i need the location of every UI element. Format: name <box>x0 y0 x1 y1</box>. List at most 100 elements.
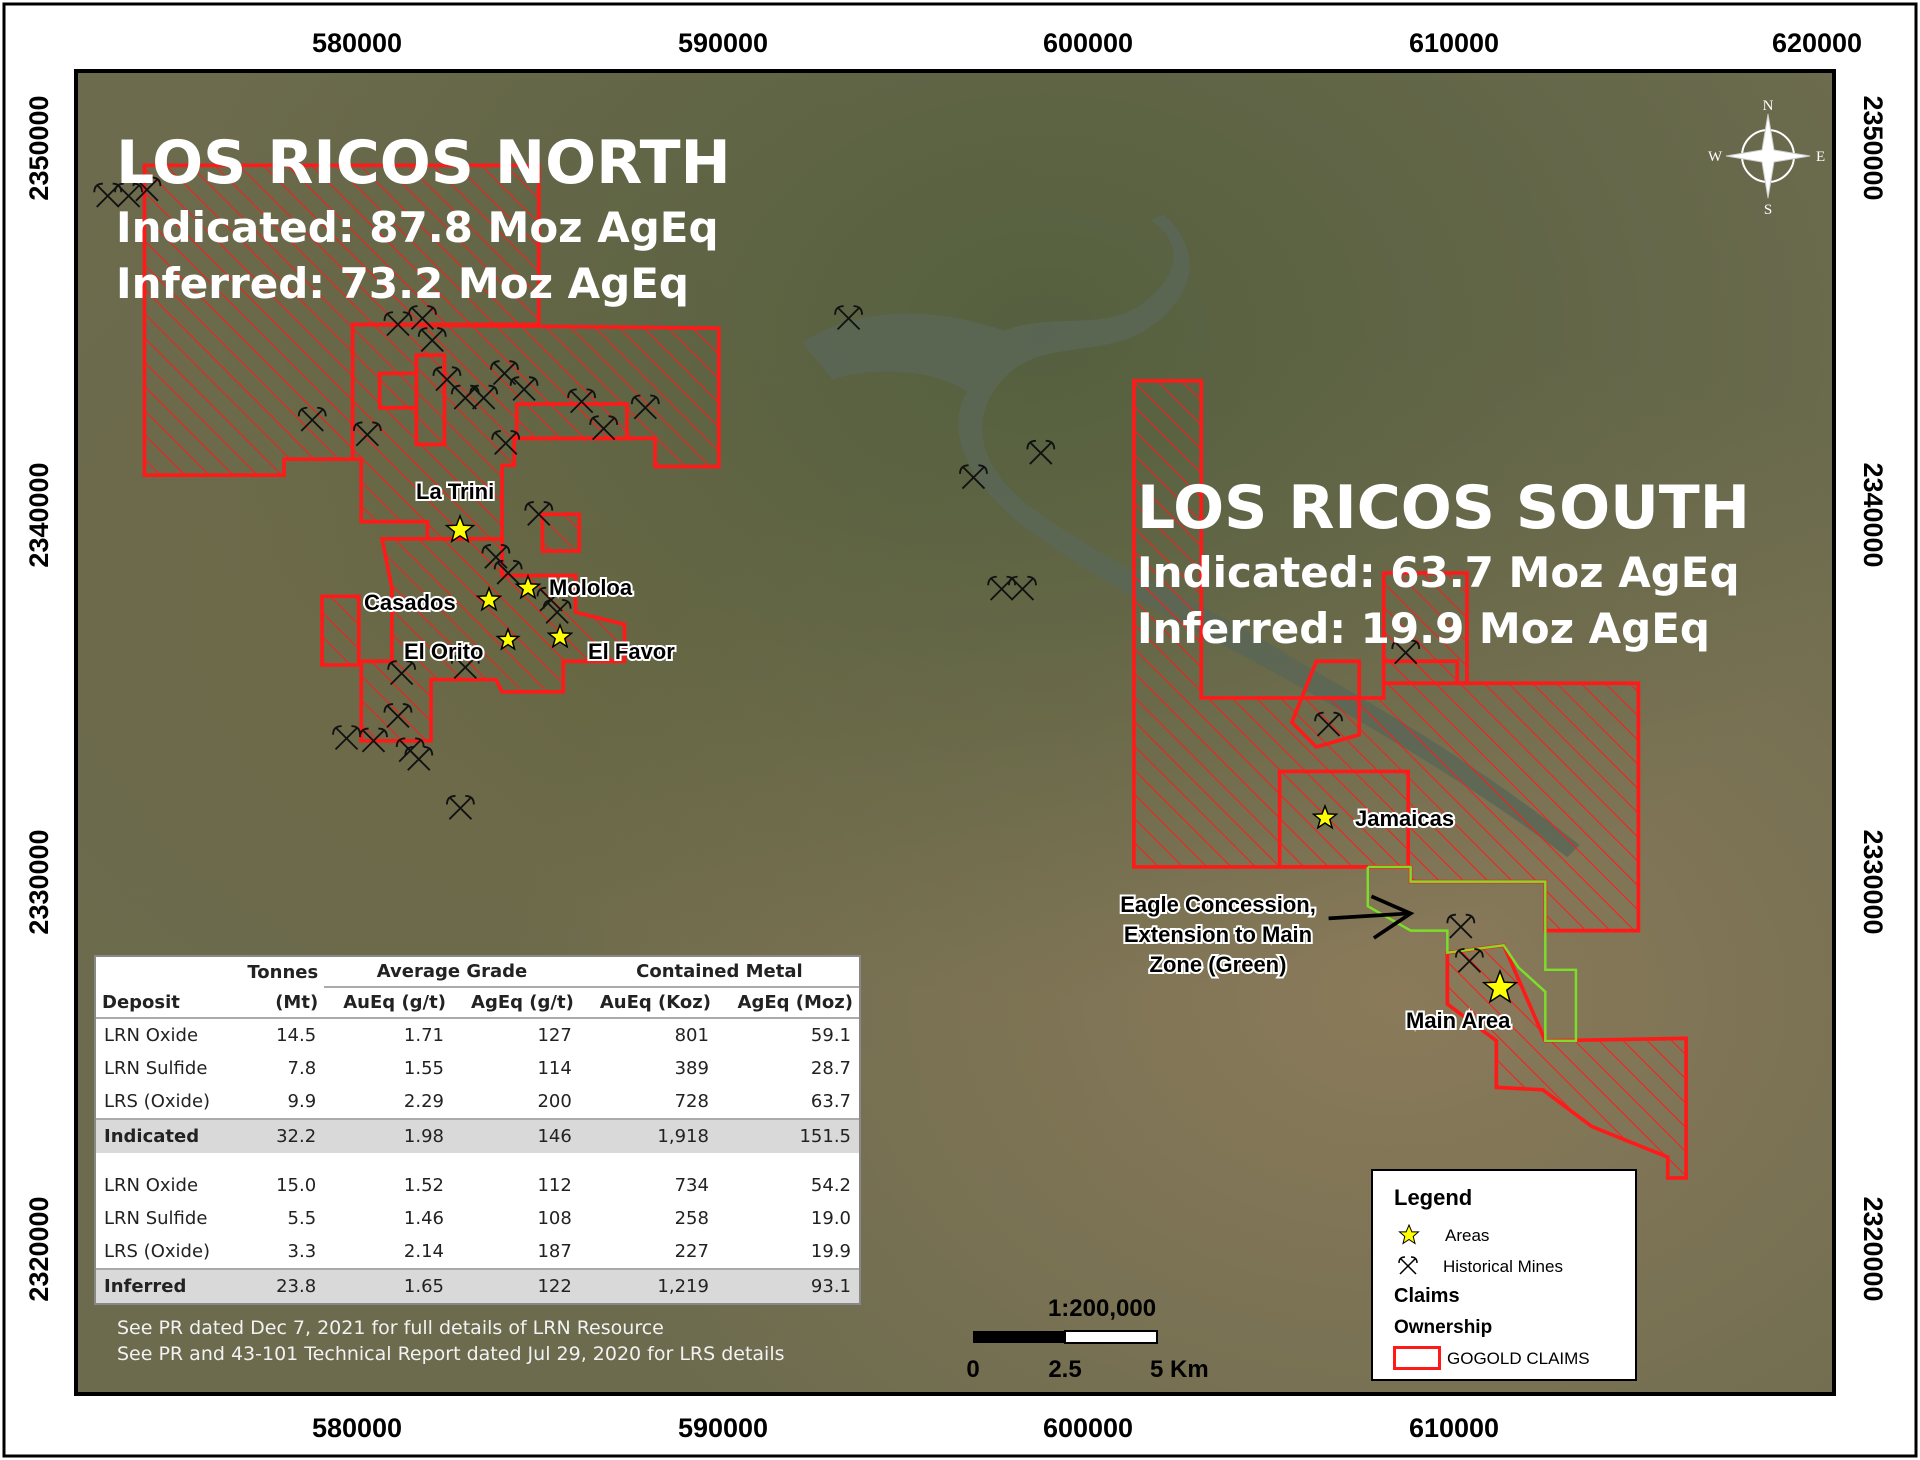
area-star-icon <box>1481 968 1519 1004</box>
table-cell: LRN Sulfide <box>104 1058 208 1079</box>
table-cell: 19.9 <box>810 1241 851 1262</box>
table-cell: 728 <box>674 1091 709 1112</box>
table-row: Inferred 23.8 1.65 122 1,219 93.1 <box>96 1268 859 1303</box>
table-cell: 1,219 <box>579 1268 717 1303</box>
area-star-icon <box>444 513 476 544</box>
table-cell: 54.2 <box>810 1175 851 1196</box>
reservoir <box>802 214 1580 858</box>
historical-mine-icon <box>987 575 1017 601</box>
y-tick-left: 2330000 <box>24 829 54 934</box>
table-row: LRN Oxide 15.0 1.52 112 734 54.2 <box>96 1169 859 1202</box>
star-icon <box>1398 1223 1420 1245</box>
table-cell: 5.5 <box>287 1208 317 1229</box>
table-cell: 187 <box>537 1241 572 1262</box>
area-star-icon <box>475 585 503 612</box>
legend-ownership: Ownership <box>1394 1317 1493 1338</box>
table-cell: 734 <box>674 1175 709 1196</box>
historical-mine-icon <box>297 406 327 432</box>
x-tick-top: 600000 <box>1043 28 1133 58</box>
historical-mine-icon <box>524 501 554 526</box>
compass-icon <box>1725 113 1811 199</box>
label-la-trini: La Trini <box>416 479 494 504</box>
table-cell: 23.8 <box>231 1268 325 1303</box>
y-tick-right: 2350000 <box>1858 95 1888 200</box>
historical-mine-icon <box>404 746 434 771</box>
header-tonnes: Tonnes <box>247 961 319 983</box>
column-header: AuEq (Koz) <box>579 987 717 1019</box>
crossed-pickaxes-icon <box>1398 1256 1418 1275</box>
axis-ticks: 580000 590000 600000 610000 620000 580000 5900… <box>24 28 1888 1443</box>
table-row: LRS (Oxide) 9.9 2.29 200 728 63.7 <box>96 1085 859 1119</box>
label-casados: Casados <box>364 590 456 615</box>
x-tick-bottom: 580000 <box>312 1413 402 1443</box>
historical-mine-icon <box>589 415 619 441</box>
x-tick-bottom: 600000 <box>1043 1413 1133 1443</box>
claim-polygon <box>1289 659 1362 750</box>
historical-mine-icon <box>446 795 475 820</box>
table-cell: 801 <box>674 1025 709 1046</box>
historical-mine-icon <box>408 305 437 331</box>
table-cell: 114 <box>537 1058 572 1079</box>
table-cell: 146 <box>451 1118 580 1153</box>
historical-mine-icon <box>387 660 417 686</box>
table-cell: 2.14 <box>403 1241 444 1262</box>
area-star-icon <box>1311 803 1339 830</box>
y-tick-left: 2340000 <box>24 462 54 567</box>
table-cell: 1.71 <box>403 1025 444 1046</box>
table-cell: 9.9 <box>287 1091 317 1112</box>
historical-mine-icon <box>432 366 462 392</box>
footnote-lrn: See PR dated Dec 7, 2021 for full detail… <box>117 1317 664 1339</box>
table-cell: 1.46 <box>403 1208 444 1229</box>
historical-mine-icon <box>1008 575 1037 601</box>
area-labels: La Trini Casados Mololoa El Orito El Fav… <box>362 477 1513 1035</box>
historical-mine-icon <box>493 559 523 585</box>
footnote-lrs: See PR and 43-101 Technical Report dated… <box>117 1343 785 1365</box>
area-star-icon <box>495 626 521 651</box>
north-summary: LOS RICOS NORTH Indicated: 87.8 Moz AgEq… <box>116 128 731 308</box>
table-cell: 3.3 <box>287 1241 317 1262</box>
historical-mine-icon <box>1026 439 1056 465</box>
scale-label-5km: 5 Km <box>1150 1356 1209 1383</box>
historical-mine-icon <box>352 421 382 447</box>
historical-mine-icon <box>93 182 123 208</box>
historical-mine-icon <box>542 599 572 624</box>
historical-mine-icon <box>332 725 361 751</box>
legend-title: Legend <box>1394 1185 1473 1210</box>
compass-n: N <box>1763 98 1774 114</box>
table-row: LRN Sulfide 7.8 1.55 114 389 28.7 <box>96 1052 859 1085</box>
historical-mine-icon <box>469 384 499 410</box>
claim-polygon <box>320 594 361 667</box>
scale-ratio: 1:200,000 <box>1048 1295 1156 1322</box>
label-el-orito: El Orito <box>404 639 483 664</box>
compass-rose: N S E W <box>1708 98 1825 218</box>
table-cell: LRN Oxide <box>104 1025 199 1046</box>
table-cell: 93.1 <box>716 1268 859 1303</box>
historical-mine-icon <box>114 182 143 208</box>
table-cell: LRS (Oxide) <box>104 1091 211 1112</box>
claim-polygon <box>359 536 627 743</box>
historical-mine-icon <box>132 176 162 202</box>
table-cell: LRN Sulfide <box>104 1208 208 1229</box>
table-cell: 63.7 <box>810 1091 851 1112</box>
x-tick-bottom: 590000 <box>678 1413 768 1443</box>
compass-s: S <box>1764 202 1772 218</box>
table-cell: 227 <box>674 1241 709 1262</box>
area-star-icon <box>514 573 542 600</box>
table-cell: 1.98 <box>324 1118 452 1153</box>
map-frame <box>74 69 1836 1396</box>
historical-mine-icon <box>383 703 413 729</box>
x-tick-top: 580000 <box>312 28 402 58</box>
y-tick-right: 2320000 <box>1858 1196 1888 1301</box>
historical-mine-icon <box>1314 711 1343 737</box>
historical-mine-icon <box>383 311 413 337</box>
historical-mine-icon <box>1446 913 1476 939</box>
claim-polygon <box>1381 571 1469 686</box>
table-row: LRN Sulfide 5.5 1.46 108 258 19.0 <box>96 1202 859 1235</box>
historical-mine-icon <box>417 327 447 353</box>
table-cell: 32.2 <box>231 1118 325 1153</box>
header-contained-metal: Contained Metal <box>579 957 859 988</box>
claim-polygon <box>414 353 447 447</box>
table-row: LRS (Oxide) 3.3 2.14 187 227 19.9 <box>96 1235 859 1269</box>
historical-mine-icon <box>490 360 519 386</box>
table-cell: 122 <box>451 1268 580 1303</box>
